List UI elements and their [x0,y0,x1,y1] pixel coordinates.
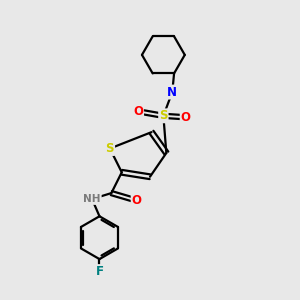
Text: N: N [167,85,177,98]
Text: F: F [95,265,104,278]
Text: S: S [159,109,168,122]
Text: NH: NH [83,194,101,204]
Text: S: S [106,142,114,155]
Text: O: O [133,105,143,118]
Text: O: O [181,111,191,124]
Text: O: O [132,194,142,207]
